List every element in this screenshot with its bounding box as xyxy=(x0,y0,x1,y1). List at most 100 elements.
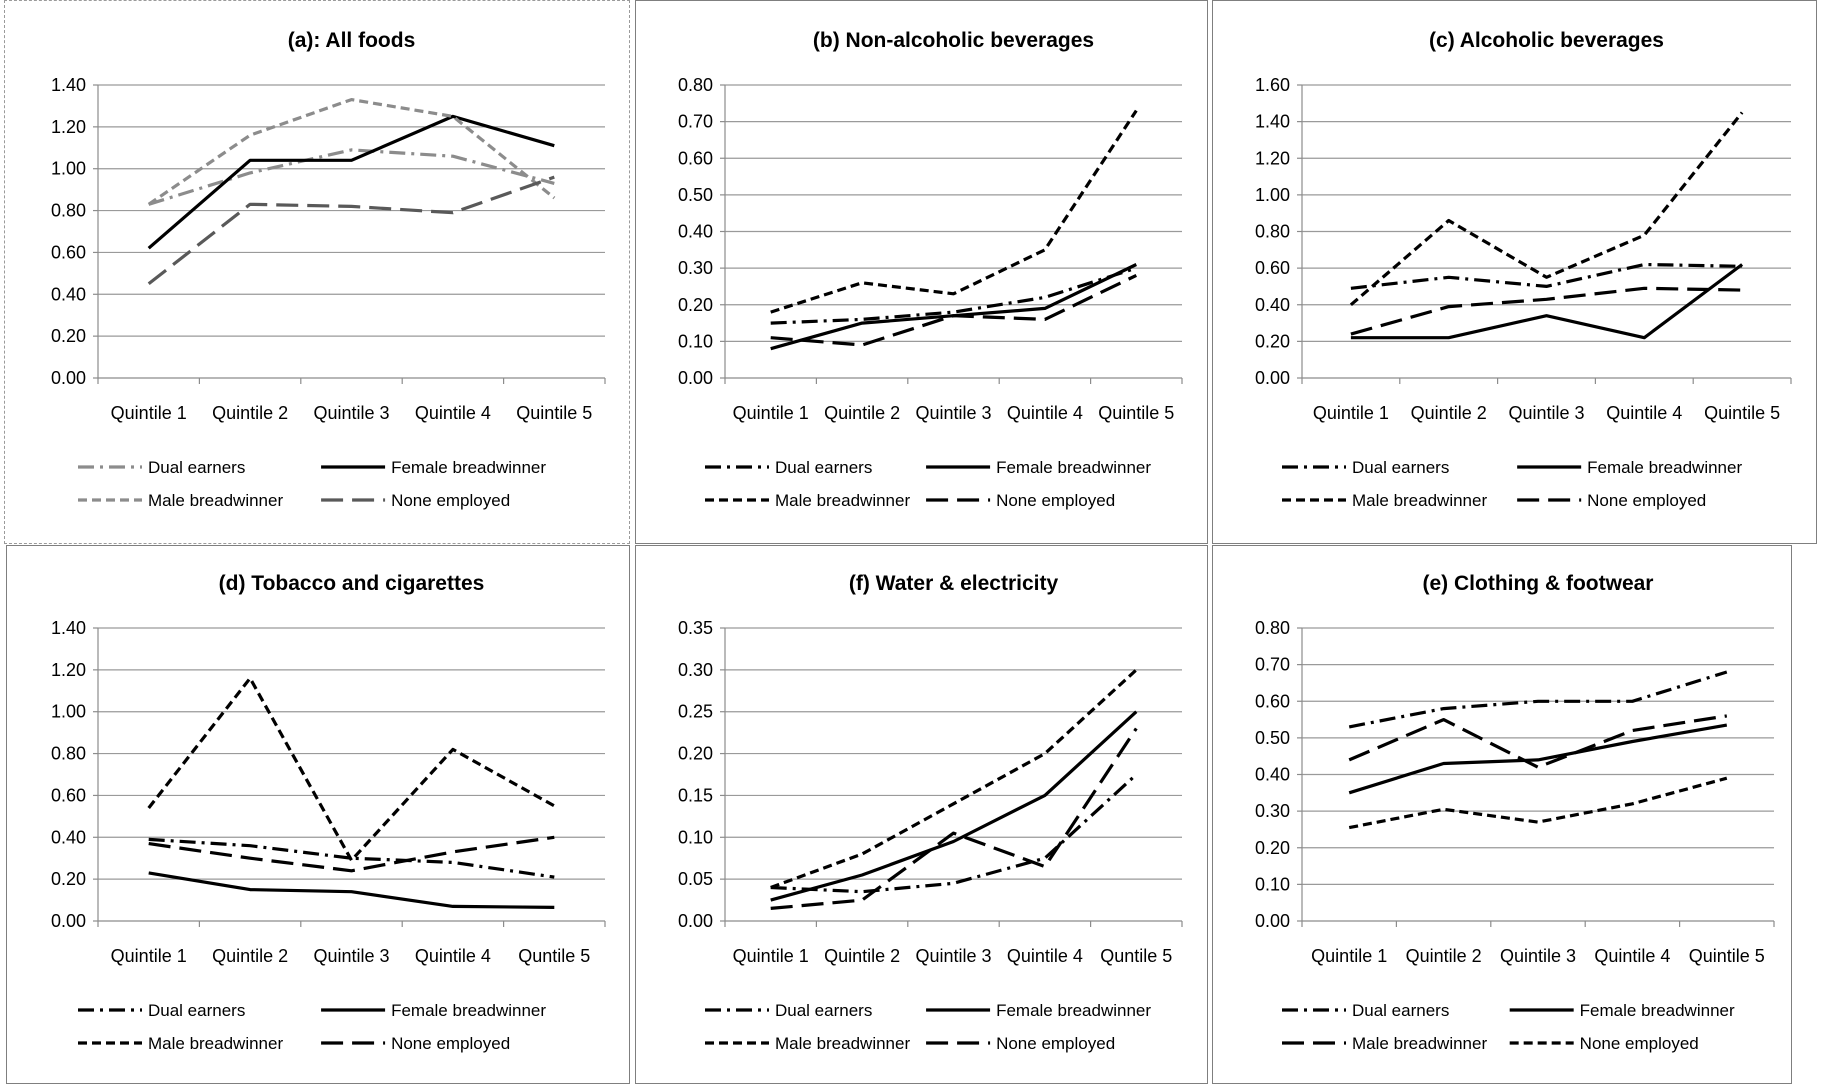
series-line-dual-earners xyxy=(148,837,555,879)
y-tick-label: 0.00 xyxy=(678,911,713,931)
series-line-none-employed xyxy=(148,835,555,873)
y-tick-label: 0.40 xyxy=(1255,765,1290,785)
series-line-female-breadwinner xyxy=(1348,723,1728,795)
legend-label: Male breadwinner xyxy=(1352,1034,1487,1053)
y-tick-label: 0.00 xyxy=(51,911,86,931)
series-line-dual-earners xyxy=(1350,262,1743,290)
legend-label: Dual earners xyxy=(148,458,245,477)
chart-title: (a): All foods xyxy=(288,29,416,52)
legend-label: None employed xyxy=(1580,1034,1699,1053)
x-tick-label: Quintile 4 xyxy=(415,946,491,966)
y-tick-label: 0.50 xyxy=(1255,728,1290,748)
legend-label: Male breadwinner xyxy=(148,1034,283,1053)
y-tick-label: 0.20 xyxy=(678,744,713,764)
chart-svg-a: (a): All foods 0.00 0.20 0.40 0.60 0.80 1.00 1.… xyxy=(51,29,606,510)
chart-panel-a: (a): All foods 0.00 0.20 0.40 0.60 0.80 1.00 1.… xyxy=(4,0,630,544)
x-tick-label: Quintile 1 xyxy=(1313,403,1389,423)
x-tick-label: Quintile 4 xyxy=(1606,403,1682,423)
x-tick-label: Quintile 4 xyxy=(1007,946,1083,966)
legend-label: Female breadwinner xyxy=(1580,1001,1735,1020)
legend-label: Male breadwinner xyxy=(775,1034,910,1053)
legend-label: Male breadwinner xyxy=(775,491,910,510)
y-tick-label: 0.80 xyxy=(678,75,713,95)
series-line-male-breadwinner xyxy=(770,668,1138,890)
y-tick-label: 1.20 xyxy=(51,660,86,680)
legend-label: None employed xyxy=(391,1034,510,1053)
y-tick-label: 0.60 xyxy=(51,242,86,262)
legend-label: None employed xyxy=(1587,491,1706,510)
series-line-female-breadwinner xyxy=(1350,263,1744,340)
y-tick-label: 0.15 xyxy=(678,785,713,805)
y-tick-label: 0.40 xyxy=(1255,295,1290,315)
chart-panel-f: (f) Water & electricity 0.00 0.05 0.10 0.15 0… xyxy=(635,545,1208,1084)
x-tick-label: Quintile 3 xyxy=(313,946,389,966)
legend-label: Female breadwinner xyxy=(996,458,1151,477)
y-tick-label: 1.00 xyxy=(51,702,86,722)
chart-title: (e) Clothing & footwear xyxy=(1423,572,1654,595)
chart-panel-b: (b) Non-alcoholic beverages 0.00 0.10 0.20 0… xyxy=(635,0,1208,544)
x-tick-label: Quintile 4 xyxy=(415,403,491,423)
legend-label: Dual earners xyxy=(148,1001,245,1020)
chart-svg-c: (c) Alcoholic beverages 0.00 0.20 0.40 0.60 0… xyxy=(1255,29,1792,510)
series-line-female-breadwinner xyxy=(770,710,1138,902)
y-tick-label: 0.60 xyxy=(1255,691,1290,711)
chart-panel-d: (d) Tobacco and cigarettes 0.00 0.20 0.40 0.… xyxy=(6,545,630,1084)
y-tick-label: 0.35 xyxy=(678,618,713,638)
y-tick-label: 0.40 xyxy=(51,284,86,304)
y-tick-label: 1.20 xyxy=(51,117,86,137)
x-tick-label: Quntile 5 xyxy=(1100,946,1172,966)
y-tick-label: 0.20 xyxy=(1255,838,1290,858)
y-tick-label: 0.20 xyxy=(1255,331,1290,351)
chart-panel-e: (e) Clothing & footwear 0.00 0.10 0.20 0.30 0… xyxy=(1212,545,1792,1084)
y-tick-label: 0.80 xyxy=(51,744,86,764)
legend-label: Female breadwinner xyxy=(996,1001,1151,1020)
y-tick-label: 1.00 xyxy=(1255,185,1290,205)
legend-label: None employed xyxy=(996,491,1115,510)
chart-svg-b: (b) Non-alcoholic beverages 0.00 0.10 0.20 0… xyxy=(678,29,1183,510)
y-tick-label: 0.05 xyxy=(678,869,713,889)
y-tick-label: 0.10 xyxy=(1255,874,1290,894)
series-line-male-breadwinner xyxy=(1349,111,1744,307)
chart-title: (b) Non-alcoholic beverages xyxy=(813,29,1094,52)
x-tick-label: Quintile 5 xyxy=(516,403,592,423)
series-line-none-employed xyxy=(1348,776,1728,830)
y-tick-label: 0.60 xyxy=(678,148,713,168)
chart-title: (f) Water & electricity xyxy=(849,572,1059,595)
y-tick-label: 0.60 xyxy=(1255,258,1290,278)
x-tick-label: Quintile 1 xyxy=(111,403,187,423)
series-line-dual-earners xyxy=(1348,670,1728,729)
series-line-dual-earners xyxy=(770,773,1138,894)
y-tick-label: 1.20 xyxy=(1255,148,1290,168)
x-tick-label: Quintile 1 xyxy=(1311,946,1387,966)
y-tick-label: 0.20 xyxy=(51,326,86,346)
chart-svg-f: (f) Water & electricity 0.00 0.05 0.10 0.15 0… xyxy=(678,572,1183,1053)
x-tick-label: Quintile 4 xyxy=(1007,403,1083,423)
x-tick-label: Quintile 2 xyxy=(824,946,900,966)
x-tick-label: Quintile 2 xyxy=(1411,403,1487,423)
legend-label: Male breadwinner xyxy=(1352,491,1487,510)
legend-label: None employed xyxy=(996,1034,1115,1053)
x-tick-label: Quintile 1 xyxy=(111,946,187,966)
x-tick-label: Quntile 5 xyxy=(518,946,590,966)
chart-svg-e: (e) Clothing & footwear 0.00 0.10 0.20 0.30 0… xyxy=(1255,572,1775,1053)
chart-panel-c: (c) Alcoholic beverages 0.00 0.20 0.40 0.60 0… xyxy=(1212,0,1817,544)
y-tick-label: 0.30 xyxy=(678,660,713,680)
x-tick-label: Quintile 1 xyxy=(733,403,809,423)
chart-title: (d) Tobacco and cigarettes xyxy=(219,572,485,595)
legend-label: None employed xyxy=(391,491,510,510)
y-tick-label: 0.40 xyxy=(51,827,86,847)
y-tick-label: 0.60 xyxy=(51,785,86,805)
series-line-female-breadwinner xyxy=(770,263,1137,351)
y-tick-label: 1.40 xyxy=(1255,112,1290,132)
y-tick-label: 1.40 xyxy=(51,75,86,95)
x-tick-label: Quintile 2 xyxy=(212,403,288,423)
y-tick-label: 0.20 xyxy=(678,295,713,315)
x-tick-label: Quintile 2 xyxy=(824,403,900,423)
x-tick-label: Quintile 4 xyxy=(1594,946,1670,966)
y-tick-label: 0.00 xyxy=(1255,368,1290,388)
legend-label: Female breadwinner xyxy=(391,458,546,477)
y-tick-label: 0.00 xyxy=(678,368,713,388)
x-tick-label: Quintile 3 xyxy=(313,403,389,423)
legend-label: Male breadwinner xyxy=(148,491,283,510)
y-tick-label: 1.40 xyxy=(51,618,86,638)
